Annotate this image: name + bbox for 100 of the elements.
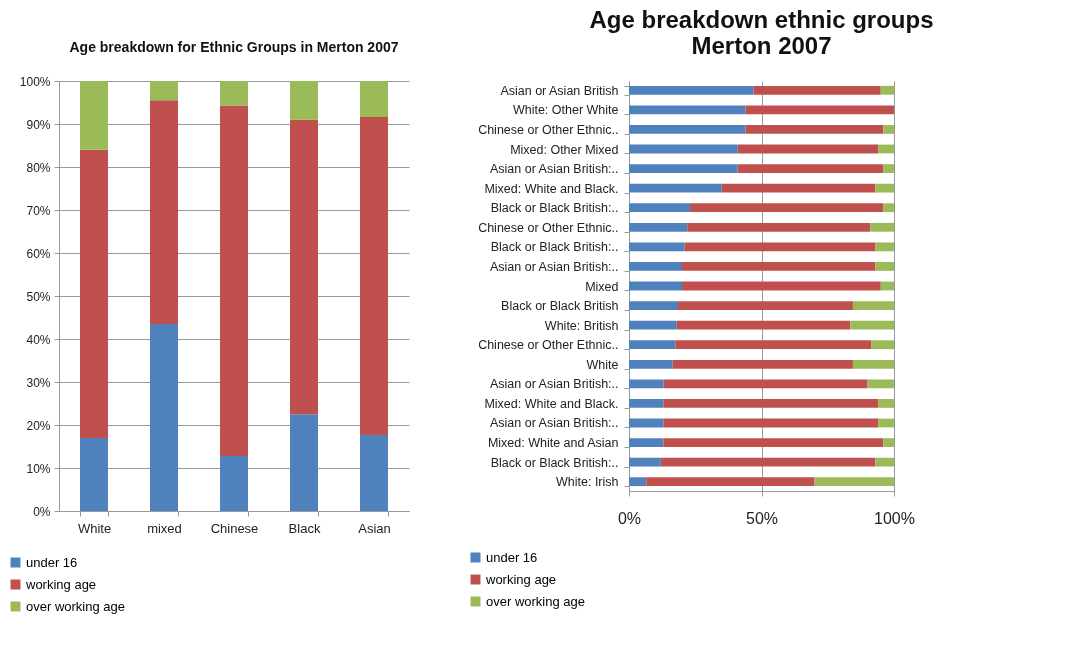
bar (871, 340, 894, 350)
y-tick-label: Asian or Asian British:.. (489, 416, 619, 431)
bar (850, 320, 894, 330)
y-tick-label: Mixed: White and Black. (484, 181, 619, 196)
bar (629, 105, 746, 115)
x-tick-label: White (77, 520, 112, 536)
bar (360, 434, 388, 511)
bar (875, 242, 894, 252)
y-tick-label: Black or Black British:.. (490, 240, 619, 255)
bar (629, 457, 661, 467)
y-tick-label: Black or Black British:.. (490, 455, 619, 470)
bar (878, 418, 894, 428)
y-tick-label: 50% (26, 289, 51, 304)
y-tick-label: 20% (26, 418, 51, 433)
bar (360, 81, 388, 118)
x-tick-label: Asian (358, 520, 391, 536)
y-tick-label: 60% (26, 246, 51, 261)
bar (684, 242, 876, 252)
bar (80, 81, 108, 150)
bar (883, 125, 894, 134)
bar (663, 399, 879, 408)
y-tick-label: Asian or Asian British:.. (489, 162, 619, 177)
y-tick-label: Chinese or Other Ethnic.. (478, 122, 619, 137)
y-tick-label: White: Irish (555, 475, 619, 490)
bar (682, 281, 881, 291)
legend-label: under 16 (26, 554, 78, 570)
y-tick-label: Mixed: White and Asian (487, 436, 619, 451)
bar (629, 438, 664, 447)
bar (875, 262, 894, 271)
bar (220, 81, 248, 106)
y-tick-label: Asian or Asian British (500, 83, 619, 98)
bar (721, 183, 876, 193)
bar (663, 379, 868, 389)
legend-label: working age (25, 576, 97, 592)
x-tick-label: Black (288, 520, 321, 536)
bar (150, 81, 178, 101)
bar (629, 477, 647, 487)
x-tick-label: mixed (147, 520, 182, 536)
x-tick-label: 100% (874, 509, 915, 527)
legend-label: over working age (26, 598, 125, 614)
bar (682, 262, 876, 271)
bar (629, 340, 676, 350)
bar (150, 323, 178, 511)
bar (290, 119, 318, 415)
bar (150, 100, 178, 324)
y-tick-label: 90% (26, 117, 51, 132)
bar (629, 144, 738, 154)
bar (852, 359, 894, 369)
bar (629, 125, 746, 134)
bar (629, 222, 688, 232)
x-tick-label: Chinese (210, 520, 259, 536)
bar (629, 85, 754, 95)
bar (220, 455, 248, 511)
bar (676, 320, 851, 330)
y-tick-label: Asian or Asian British:.. (489, 259, 619, 274)
y-tick-label: Chinese or Other Ethnic.. (478, 220, 619, 235)
bar (878, 399, 894, 408)
bar (629, 379, 664, 389)
bar (629, 242, 685, 252)
y-tick-label: Black or Black British (501, 299, 619, 314)
bar (80, 149, 108, 438)
x-tick-label: 50% (745, 509, 779, 527)
y-tick-label: 30% (26, 375, 51, 390)
chart-title: Age breakdown for Ethnic Groups in Merton 2007 (69, 39, 399, 55)
bar (290, 81, 318, 120)
bar (737, 164, 884, 173)
bar (737, 144, 879, 154)
bar (629, 164, 738, 173)
bar (629, 281, 682, 291)
y-tick-label: White (586, 357, 619, 372)
bar (870, 222, 894, 232)
y-tick-label: Chinese or Other Ethnic.. (478, 338, 619, 353)
bar (663, 438, 884, 447)
y-tick-label: 70% (26, 203, 51, 218)
y-tick-label: Mixed (585, 279, 619, 294)
bar (689, 203, 884, 213)
legend-label: working age (485, 571, 557, 587)
y-tick-label: 80% (26, 160, 51, 175)
bar (867, 379, 894, 389)
bar (883, 438, 894, 447)
bar (687, 222, 871, 232)
y-tick-label: Mixed: White and Black. (484, 396, 619, 411)
y-tick-label: 40% (26, 332, 51, 347)
bar (629, 399, 664, 408)
bar (290, 414, 318, 511)
bar (678, 301, 853, 310)
legend-label: under 16 (486, 549, 538, 565)
y-tick-label: Asian or Asian British:.. (489, 377, 619, 392)
bar (753, 85, 881, 95)
bar (663, 418, 879, 428)
bar (814, 477, 894, 487)
bar (875, 457, 894, 467)
y-tick-label: 100% (19, 74, 51, 89)
x-tick-label: 0% (617, 509, 642, 527)
bar (875, 183, 894, 193)
bar (675, 340, 872, 350)
bar (629, 418, 664, 428)
y-tick-label: Black or Black British:.. (490, 201, 619, 216)
bar (878, 144, 894, 154)
bar (80, 437, 108, 511)
